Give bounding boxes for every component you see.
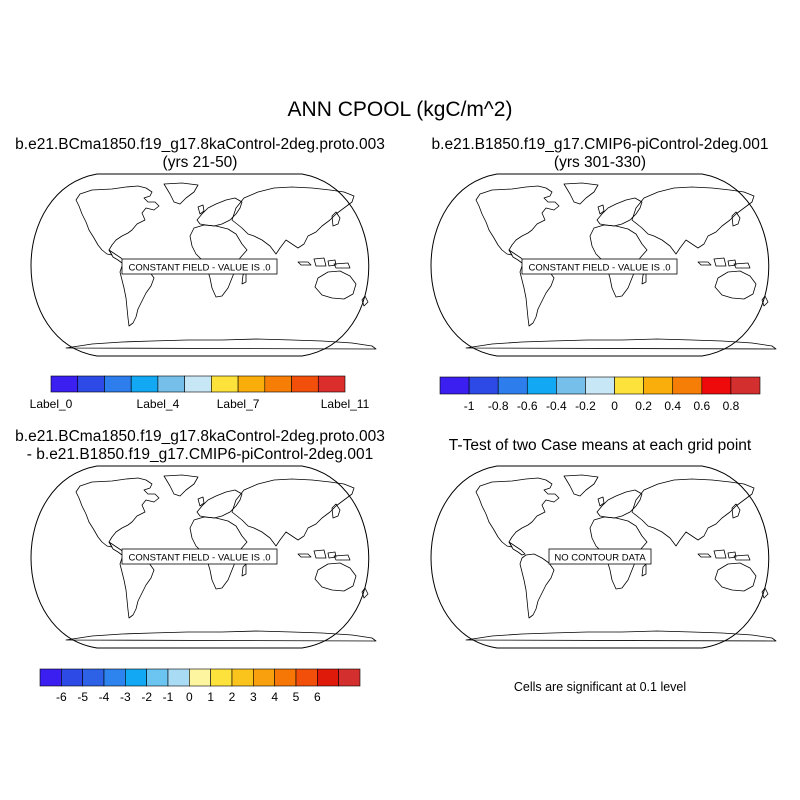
panel-2-title-line-1: b.e21.B1850.f19_g17.CMIP6-piControl-2deg… [431, 136, 769, 153]
colorbar-label: 0 [186, 690, 193, 704]
colorbar-label: Label_0 [30, 397, 73, 411]
colorbar-swatch [274, 668, 297, 687]
colorbar-label: 1 [207, 690, 214, 704]
colorbar-swatch [211, 375, 239, 393]
significance-note: Cells are significant at 0.1 level [513, 680, 687, 694]
colorbar-swatch [643, 376, 674, 395]
colorbar-label: -0.8 [488, 399, 509, 413]
colorbar-label: 5 [293, 690, 300, 704]
colorbar-swatch [167, 668, 190, 687]
panel-2-message: CONSTANT FIELD - VALUE IS .0 [528, 263, 670, 274]
colorbar-swatch [253, 668, 275, 687]
colorbar-swatch [295, 668, 318, 687]
panel-4-title-line-1: T-Test of two Case means at each grid po… [448, 437, 752, 454]
colorbar-swatch [338, 668, 361, 687]
colorbar-swatch [556, 376, 586, 395]
colorbar-swatch [614, 376, 644, 395]
panel-2-map: CONSTANT FIELD - VALUE IS .0 [430, 173, 777, 357]
colorbar-swatch [701, 376, 732, 395]
colorbar-swatch [39, 668, 62, 687]
colorbar-label: -4 [99, 690, 110, 704]
panel-2-title-line-2: (yrs 301-330) [553, 154, 647, 171]
colorbar-swatch [146, 668, 169, 687]
panel-4-map: NO CONTOUR DATA [430, 465, 777, 649]
colorbar-label: 2 [229, 690, 236, 704]
colorbar-swatch [317, 375, 346, 393]
panel-1-message: CONSTANT FIELD - VALUE IS .0 [128, 263, 270, 274]
colorbar-2: -1 -0.8 -0.6 -0.4 -0.2 0 0.2 0.4 0.6 0.8 [439, 376, 761, 413]
panel-3-message: CONSTANT FIELD - VALUE IS .0 [128, 553, 270, 564]
colorbar-label: 0.8 [723, 399, 740, 413]
colorbar-label: -1 [163, 690, 174, 704]
colorbar-swatch [82, 668, 105, 687]
colorbar-label: 0.2 [635, 399, 652, 413]
colorbar-label: -6 [56, 690, 67, 704]
colorbar-swatch [468, 376, 499, 395]
colorbar-label: 6 [314, 690, 321, 704]
panel-3-title-line-1: b.e21.BCma1850.f19_g17.8kaControl-2deg.p… [15, 428, 385, 445]
colorbar-swatch [189, 668, 211, 687]
colorbar-swatch [61, 668, 83, 687]
colorbar-swatch [125, 668, 147, 687]
colorbar-1: Label_0 Label_4 Label_7 Label_11 [30, 375, 370, 411]
colorbar-label: Label_7 [217, 397, 260, 411]
colorbar-swatch [585, 376, 615, 395]
colorbar-swatch [184, 375, 212, 393]
panel-1-title: b.e21.BCma1850.f19_g17.8kaControl-2deg.p… [0, 136, 400, 172]
colorbar-swatch [439, 376, 470, 395]
colorbar-label: -2 [141, 690, 152, 704]
colorbar-swatch [730, 376, 761, 395]
panel-1-map: CONSTANT FIELD - VALUE IS .0 [30, 173, 377, 357]
panel-1-title-line-1: b.e21.BCma1850.f19_g17.8kaControl-2deg.p… [15, 136, 385, 153]
colorbar-label: 4 [271, 690, 278, 704]
colorbar-swatch [231, 668, 254, 687]
colorbar-swatch [157, 375, 185, 393]
colorbar-label: Label_11 [321, 397, 370, 411]
panel-3-title: b.e21.BCma1850.f19_g17.8kaControl-2deg.p… [0, 428, 400, 464]
panel-1-title-line-2: (yrs 21-50) [162, 154, 238, 171]
colorbar-label: -0.4 [546, 399, 567, 413]
colorbar-label: 3 [250, 690, 257, 704]
panel-3-map: CONSTANT FIELD - VALUE IS .0 [30, 465, 377, 649]
colorbar-swatch [237, 375, 266, 393]
colorbar-swatch [291, 375, 319, 393]
colorbar-label: 0 [611, 399, 618, 413]
colorbar-label: -5 [77, 690, 88, 704]
colorbar-swatch [672, 376, 703, 395]
panel-4-title: T-Test of two Case means at each grid po… [400, 437, 800, 455]
colorbar-label: -1 [464, 399, 475, 413]
colorbar-swatch [104, 375, 132, 393]
colorbar-swatch [497, 376, 528, 395]
colorbar-swatch [210, 668, 233, 687]
colorbar-label: -0.6 [517, 399, 538, 413]
panel-2-title: b.e21.B1850.f19_g17.CMIP6-piControl-2deg… [400, 136, 800, 172]
colorbar-label: 0.6 [693, 399, 710, 413]
panel-4-message: NO CONTOUR DATA [554, 553, 646, 564]
colorbar-label: -3 [120, 690, 131, 704]
colorbar-swatch [130, 375, 159, 393]
colorbar-swatch [264, 375, 292, 393]
colorbar-swatch [103, 668, 126, 687]
figure-title: ANN CPOOL (kgC/m^2) [287, 98, 513, 121]
colorbar-swatch [526, 376, 557, 395]
colorbar-swatch [50, 375, 79, 393]
colorbar-label: Label_4 [137, 397, 180, 411]
colorbar-swatch [77, 375, 105, 393]
colorbar-swatch [317, 668, 339, 687]
panel-3-title-line-2: - b.e21.B1850.f19_g17.CMIP6-piControl-2d… [26, 446, 374, 463]
colorbar-label: 0.4 [664, 399, 681, 413]
colorbar-3: -6 -5 -4 -3 -2 -1 0 1 2 3 4 5 6 [39, 668, 361, 704]
colorbar-label: -0.2 [575, 399, 596, 413]
